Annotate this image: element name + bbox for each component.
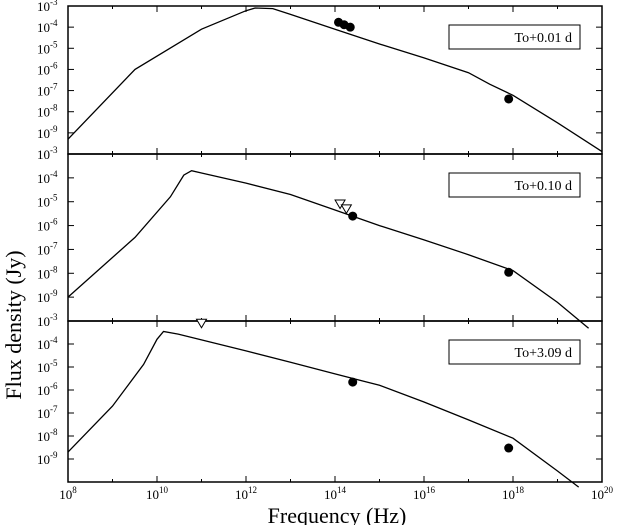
- y-tick-label: 10-8: [37, 427, 58, 444]
- y-tick-label: 10-5: [37, 193, 58, 210]
- x-tick-label: 1010: [146, 485, 169, 502]
- x-tick-label: 1018: [502, 485, 525, 502]
- detection-point: [348, 377, 358, 387]
- y-tick-label: 10-9: [37, 124, 58, 141]
- y-tick-label: 10-7: [37, 240, 58, 257]
- detection-point: [348, 211, 358, 221]
- y-tick-label: 10-5: [37, 358, 58, 375]
- y-tick-label: 10-4: [37, 335, 58, 352]
- legend-box: [448, 172, 581, 198]
- panel-3: 10-3 10-4 10-5 10-6 10-7 10-8 10-9 To+3.09 d: [37, 312, 603, 488]
- detection-point: [504, 443, 514, 453]
- y-tick-label: 10-9: [37, 450, 58, 467]
- y-tick-label: 10-4: [37, 169, 58, 186]
- x-axis-tick-labels: 108 1010 1012 1014 1016 1018 1020: [59, 485, 613, 502]
- y-tick-label: 10-9: [37, 288, 58, 305]
- legend-box: [448, 24, 581, 50]
- upper-limit-marker: [195, 318, 208, 329]
- x-tick-label: 1016: [413, 485, 436, 502]
- y-tick-label: 10-3: [37, 312, 58, 329]
- upper-limit-marker: [340, 204, 353, 215]
- legend-label: To+0.01 d: [515, 31, 572, 46]
- y-tick-label: 10-6: [37, 60, 58, 77]
- y-tick-label: 10-6: [37, 217, 58, 234]
- y-tick-label: 10-8: [37, 103, 58, 120]
- x-tick-label: 1020: [591, 485, 614, 502]
- upper-limit-marker: [334, 199, 346, 210]
- y-tick-label: 10-7: [37, 82, 58, 99]
- detection-point: [345, 22, 355, 32]
- legend-box: [448, 339, 581, 365]
- detection-point: [504, 267, 514, 277]
- y-tick-label: 10-8: [37, 264, 58, 281]
- x-tick-label: 1014: [324, 485, 347, 502]
- model-curve: [67, 7, 603, 153]
- model-curve: [67, 330, 580, 488]
- model-curve: [67, 170, 590, 329]
- legend-label: To+3.09 d: [515, 346, 572, 361]
- x-tick-label: 1012: [235, 485, 257, 502]
- panel-1: 10-3 10-4 10-5 10-6 10-7 10-8 10-9 To+0.01 d: [37, 0, 603, 155]
- y-tick-label: 10-3: [37, 145, 58, 162]
- y-tick-label: 10-4: [37, 18, 58, 35]
- x-axis-title: Frequency (Hz): [268, 503, 407, 525]
- panel-2: 10-3 10-4 10-5 10-6 10-7 10-8 10-9 To+0.10 d: [37, 145, 603, 329]
- panels-layer: 10-310-410-510-610-710-810-9To+0.01 d10-…: [37, 0, 603, 488]
- y-tick-label: 10-6: [37, 381, 58, 398]
- y-axis-title: Flux density (Jy): [1, 250, 26, 399]
- y-tick-label: 10-3: [37, 0, 58, 14]
- legend-label: To+0.10 d: [515, 179, 572, 194]
- y-tick-label: 10-7: [37, 404, 58, 421]
- detection-point: [504, 94, 514, 104]
- y-tick-label: 10-5: [37, 39, 58, 56]
- x-tick-label: 108: [59, 485, 77, 502]
